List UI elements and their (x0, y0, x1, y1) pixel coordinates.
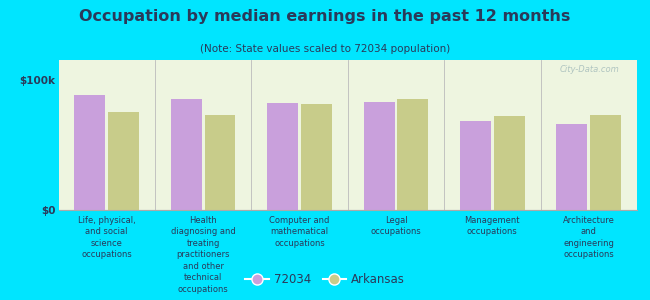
Bar (74, 95, 105, 210)
Bar (460, 121, 491, 210)
Text: Life, physical,
and social
science
occupations: Life, physical, and social science occup… (78, 216, 136, 259)
Bar (108, 112, 139, 210)
Text: Architecture
and
engineering
occupations: Architecture and engineering occupations (563, 216, 615, 259)
Bar (171, 99, 202, 210)
Bar (363, 102, 395, 210)
Text: Health
diagnosing and
treating
practitioners
and other
technical
occupations: Health diagnosing and treating practitio… (171, 216, 235, 294)
Bar (590, 115, 621, 210)
Text: Occupation by median earnings in the past 12 months: Occupation by median earnings in the pas… (79, 9, 571, 24)
Text: (Note: State values scaled to 72034 population): (Note: State values scaled to 72034 popu… (200, 44, 450, 53)
Bar (301, 104, 332, 210)
Legend: 72034, Arkansas: 72034, Arkansas (240, 269, 410, 291)
Bar (397, 99, 428, 210)
Text: City-Data.com: City-Data.com (560, 64, 619, 74)
Bar (205, 115, 235, 210)
Bar (556, 124, 588, 210)
Text: Legal
occupations: Legal occupations (370, 216, 421, 236)
Text: Computer and
mathematical
occupations: Computer and mathematical occupations (269, 216, 330, 248)
Bar (267, 103, 298, 210)
Text: Management
occupations: Management occupations (465, 216, 520, 236)
Bar (494, 116, 525, 210)
